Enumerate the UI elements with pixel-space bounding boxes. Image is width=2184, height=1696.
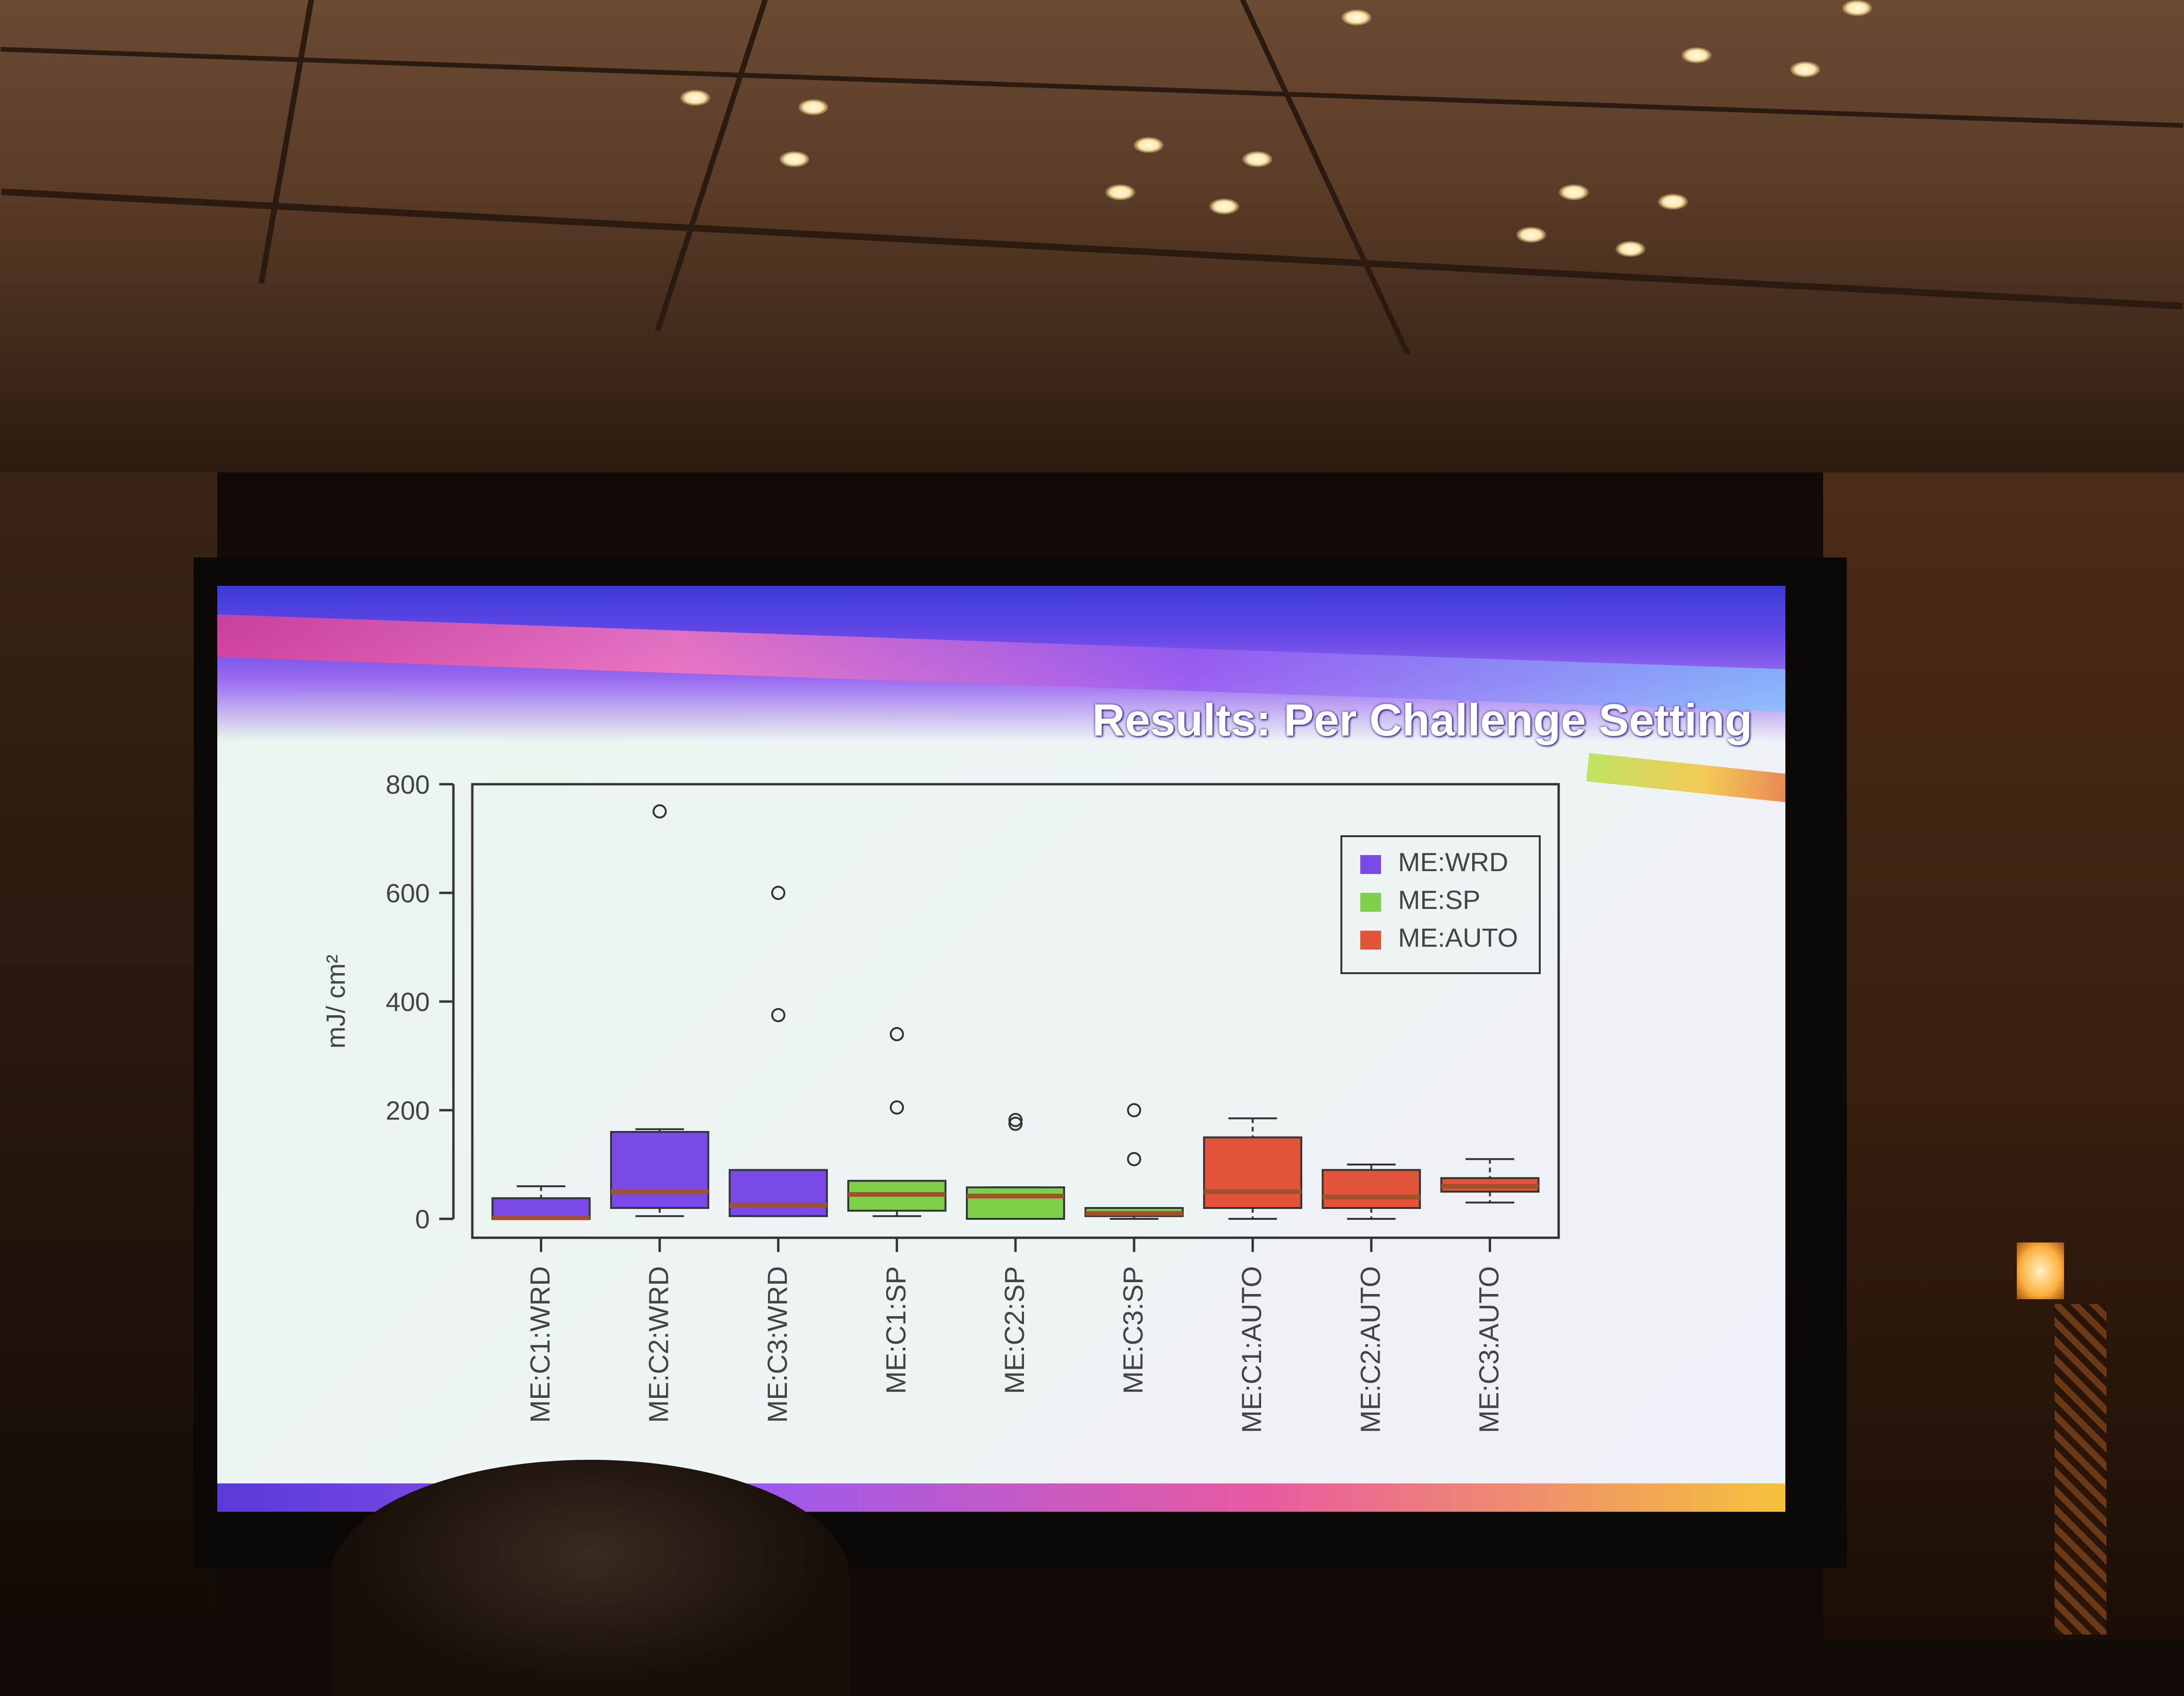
box-me-c2-wrd: [610, 804, 709, 1217]
x-tick-label: ME:C2:SP: [999, 1266, 1030, 1394]
ceiling-beam: [0, 47, 2184, 128]
box-me-c1-auto: [1203, 1117, 1303, 1220]
legend: ME:WRD ME:SP ME:AUTO: [1340, 835, 1541, 974]
x-tick-label: ME:C1:AUTO: [1237, 1266, 1267, 1433]
x-tick-label: ME:C3:AUTO: [1474, 1266, 1504, 1433]
wall-lamp: [2017, 1242, 2064, 1299]
outlier-point: [771, 886, 785, 900]
box-body: [966, 1186, 1065, 1220]
audience-head: [331, 1460, 850, 1696]
ceiling-light: [680, 90, 710, 106]
ceiling-light: [1790, 61, 1820, 77]
outlier-point: [1008, 1116, 1023, 1131]
ceiling-beam: [655, 0, 768, 331]
outlier-point: [889, 1027, 904, 1041]
slide-title: Results: Per Challenge Setting: [1092, 695, 1752, 745]
ceiling-light: [1341, 9, 1372, 26]
outlier-point: [1127, 1103, 1142, 1117]
ceiling-beam: [1240, 0, 1411, 354]
box-group: [491, 804, 1540, 1220]
ceiling-light: [1842, 0, 1872, 16]
outlier-point: [652, 804, 667, 819]
legend-swatch: [1360, 931, 1381, 950]
box-me-c3-auto: [1440, 1158, 1540, 1204]
x-tick-label: ME:C1:WRD: [525, 1266, 556, 1423]
ceiling-beam: [1, 188, 2183, 309]
outlier-point: [889, 1100, 904, 1115]
ceiling-light: [1134, 137, 1164, 153]
outlier-point: [1008, 1113, 1023, 1127]
x-tick-label-group: ME:C1:WRD ME:C2:WRD ME:C3:WRD ME:C1:SP ME:C2…: [525, 1238, 1504, 1433]
decorative-pillar: [2055, 1304, 2107, 1635]
box-body: [728, 1169, 828, 1217]
y-tick-label: 0: [415, 1204, 430, 1234]
box-me-c3-wrd: [728, 886, 828, 1217]
boxplot-chart: 0 200 400 600 800 mJ/ cm² ME:C1:WRD ME:C2:WRD…: [321, 770, 1560, 1433]
legend-swatch: [1360, 893, 1381, 912]
legend-label: ME:WRD: [1398, 847, 1508, 877]
y-tick-label: 600: [386, 878, 430, 908]
ceiling-light: [1615, 241, 1646, 257]
x-tick-label: ME:C2:AUTO: [1355, 1266, 1386, 1433]
left-wall: [0, 472, 217, 1640]
ceiling-light: [1516, 227, 1546, 243]
ceiling-light: [1242, 151, 1272, 167]
box-body: [610, 1131, 709, 1209]
y-tick-label: 800: [386, 770, 430, 799]
legend-label: ME:AUTO: [1398, 923, 1518, 952]
legend-entries: ME:WRD ME:SP ME:AUTO: [1360, 847, 1518, 952]
ceiling-light: [1559, 184, 1589, 200]
x-tick-label: ME:C2:WRD: [644, 1266, 674, 1423]
ceiling-light: [1658, 194, 1688, 210]
ceiling-light: [1105, 184, 1135, 200]
ceiling-beam: [258, 0, 314, 283]
box-me-c1-wrd: [491, 1185, 591, 1220]
box-me-c2-auto: [1322, 1164, 1421, 1220]
box-body: [1203, 1136, 1303, 1209]
x-tick-label: ME:C1:SP: [881, 1266, 912, 1394]
ceiling-light: [798, 99, 828, 115]
legend-swatch: [1360, 855, 1381, 874]
box-me-c3-sp: [1084, 1103, 1184, 1220]
box-body: [1322, 1169, 1421, 1209]
projection-screen: Results: Per Challenge Setting 0 200 400 60…: [217, 586, 1785, 1512]
x-tick-label: ME:C3:SP: [1118, 1266, 1149, 1394]
ceiling: [0, 0, 2184, 472]
x-tick-label: ME:C3:WRD: [762, 1266, 793, 1423]
ceiling-light: [779, 151, 810, 167]
y-tick-label: 400: [386, 987, 430, 1017]
ceiling-light: [1209, 198, 1239, 214]
ceiling-light: [1681, 47, 1712, 63]
y-axis: 0 200 400 600 800 mJ/ cm²: [321, 770, 455, 1234]
right-wall: [1823, 472, 2184, 1640]
legend-box: [1340, 835, 1541, 974]
outlier-point: [771, 1008, 785, 1022]
box-me-c1-sp: [847, 1027, 947, 1217]
box-me-c2-sp: [966, 1113, 1065, 1220]
outlier-point: [1127, 1152, 1142, 1166]
y-axis-label: mJ/ cm²: [321, 954, 350, 1048]
y-tick-label: 200: [386, 1096, 430, 1125]
legend-label: ME:SP: [1398, 885, 1480, 915]
y-tick-group: 0 200 400 600 800: [386, 770, 453, 1234]
